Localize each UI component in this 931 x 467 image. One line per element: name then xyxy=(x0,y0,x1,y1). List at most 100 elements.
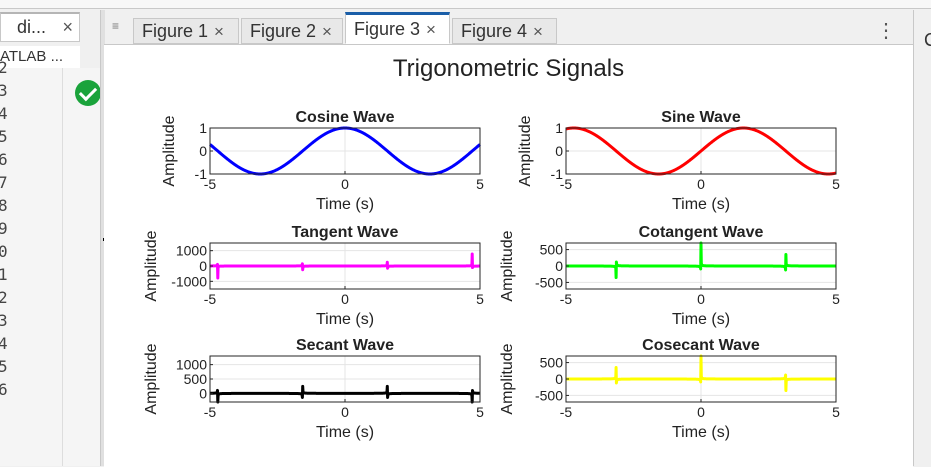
y-axis-label: Amplitude xyxy=(499,343,516,414)
series-line xyxy=(208,252,482,280)
editor-subheader: ATLAB ... xyxy=(0,46,80,69)
editor-tab[interactable]: di... × xyxy=(0,12,80,42)
y-tick-label: 0 xyxy=(555,143,563,159)
x-tick-label: 5 xyxy=(832,404,840,420)
grip-icon[interactable]: ≡ xyxy=(112,19,120,33)
line-number: 0 xyxy=(0,242,8,261)
tab-label: Figure 2 xyxy=(250,21,317,41)
x-axis-label: Time (s) xyxy=(316,311,374,328)
right-panel: C xyxy=(913,10,931,466)
axes-title: Secant Wave xyxy=(296,337,394,354)
line-number: 2 xyxy=(0,58,8,77)
axes-title: Sine Wave xyxy=(661,109,741,126)
y-tick-label: -500 xyxy=(535,274,563,290)
x-tick-label: 5 xyxy=(476,291,484,307)
y-tick-label: 0 xyxy=(555,371,563,387)
close-icon[interactable]: × xyxy=(214,22,224,41)
x-tick-label: -5 xyxy=(560,176,573,192)
right-panel-label: C xyxy=(924,30,931,50)
axes-title: Cotangent Wave xyxy=(639,224,764,241)
x-tick-label: -5 xyxy=(560,291,573,307)
tab-label: Figure 4 xyxy=(461,21,528,41)
x-tick-label: 5 xyxy=(832,176,840,192)
x-tick-label: -5 xyxy=(204,404,217,420)
y-axis-label: Amplitude xyxy=(161,115,178,186)
line-number: 6 xyxy=(0,150,8,169)
close-icon[interactable]: × xyxy=(533,22,543,41)
top-border xyxy=(0,0,931,9)
y-axis-label: Amplitude xyxy=(143,343,160,414)
status-gutter xyxy=(63,68,103,466)
y-tick-label: 0 xyxy=(555,258,563,274)
panel-divider[interactable] xyxy=(100,10,105,466)
x-axis-label: Time (s) xyxy=(672,311,730,328)
line-number: 4 xyxy=(0,334,8,353)
tab-label: Figure 1 xyxy=(142,21,209,41)
y-tick-label: 500 xyxy=(540,355,564,371)
line-number: 6 xyxy=(0,380,8,399)
x-tick-label: -5 xyxy=(204,291,217,307)
y-tick-label: -1 xyxy=(551,166,564,182)
series-line xyxy=(564,126,838,176)
x-tick-label: 0 xyxy=(341,404,349,420)
x-tick-label: 5 xyxy=(476,176,484,192)
x-tick-label: 0 xyxy=(341,176,349,192)
y-tick-label: -1 xyxy=(195,166,208,182)
line-number: 3 xyxy=(0,311,8,330)
y-axis-label: Amplitude xyxy=(499,230,516,301)
close-icon[interactable]: × xyxy=(62,17,73,37)
y-tick-label: 1000 xyxy=(176,243,207,259)
axes-title: Tangent Wave xyxy=(292,224,399,241)
figure-canvas: Trigonometric Signals -5 0 5 -1 0 1 Cosine Wav… xyxy=(104,44,913,467)
x-tick-label: 0 xyxy=(341,291,349,307)
line-number: 4 xyxy=(0,104,8,123)
x-axis-label: Time (s) xyxy=(672,196,730,213)
y-tick-label: 1 xyxy=(199,120,207,136)
line-number: 3 xyxy=(0,81,8,100)
x-tick-label: 0 xyxy=(697,291,705,307)
line-number: 5 xyxy=(0,357,8,376)
y-tick-label: 0 xyxy=(199,143,207,159)
y-tick-label: -500 xyxy=(535,387,563,403)
tab-figure-1[interactable]: Figure 1 × xyxy=(133,18,239,44)
check-circle-icon xyxy=(75,80,101,106)
close-icon[interactable]: × xyxy=(426,20,436,39)
y-tick-label: 500 xyxy=(540,242,564,258)
series-line xyxy=(208,384,482,404)
x-tick-label: -5 xyxy=(204,176,217,192)
figure-title: Trigonometric Signals xyxy=(392,55,625,82)
y-axis-label: Amplitude xyxy=(517,115,534,186)
x-axis-label: Time (s) xyxy=(316,424,374,441)
x-tick-label: 5 xyxy=(832,291,840,307)
tab-figure-2[interactable]: Figure 2 × xyxy=(241,18,343,44)
line-number: 8 xyxy=(0,196,8,215)
line-number: 1 xyxy=(0,265,8,284)
line-number: 7 xyxy=(0,173,8,192)
x-axis-label: Time (s) xyxy=(672,424,730,441)
tab-figure-3[interactable]: Figure 3 × xyxy=(345,12,450,44)
x-tick-label: 0 xyxy=(697,404,705,420)
editor-tab-label: di... xyxy=(17,17,47,37)
y-tick-label: 1000 xyxy=(176,357,207,373)
x-tick-label: -5 xyxy=(560,404,573,420)
tab-label: Figure 3 xyxy=(354,19,421,39)
line-number: 2 xyxy=(0,288,8,307)
axes-title: Cosecant Wave xyxy=(642,337,760,354)
line-number-gutter: 2 3 4 5 6 7 8 9 0 1 2 3 4 5 6 xyxy=(0,58,63,466)
close-icon[interactable]: × xyxy=(322,22,332,41)
y-tick-label: 0 xyxy=(199,385,207,401)
x-tick-label: 5 xyxy=(476,404,484,420)
x-axis-label: Time (s) xyxy=(316,196,374,213)
x-tick-label: 0 xyxy=(697,176,705,192)
more-options-icon[interactable]: ⋮ xyxy=(876,20,896,42)
y-tick-label: 1 xyxy=(555,120,563,136)
line-number: 9 xyxy=(0,219,8,238)
y-tick-label: 0 xyxy=(199,258,207,274)
y-axis-label: Amplitude xyxy=(143,230,160,301)
line-number: 5 xyxy=(0,127,8,146)
y-tick-label: 500 xyxy=(184,371,208,387)
axes-title: Cosine Wave xyxy=(296,109,395,126)
y-tick-label: -1000 xyxy=(171,273,207,289)
tab-figure-4[interactable]: Figure 4 × xyxy=(452,18,557,44)
